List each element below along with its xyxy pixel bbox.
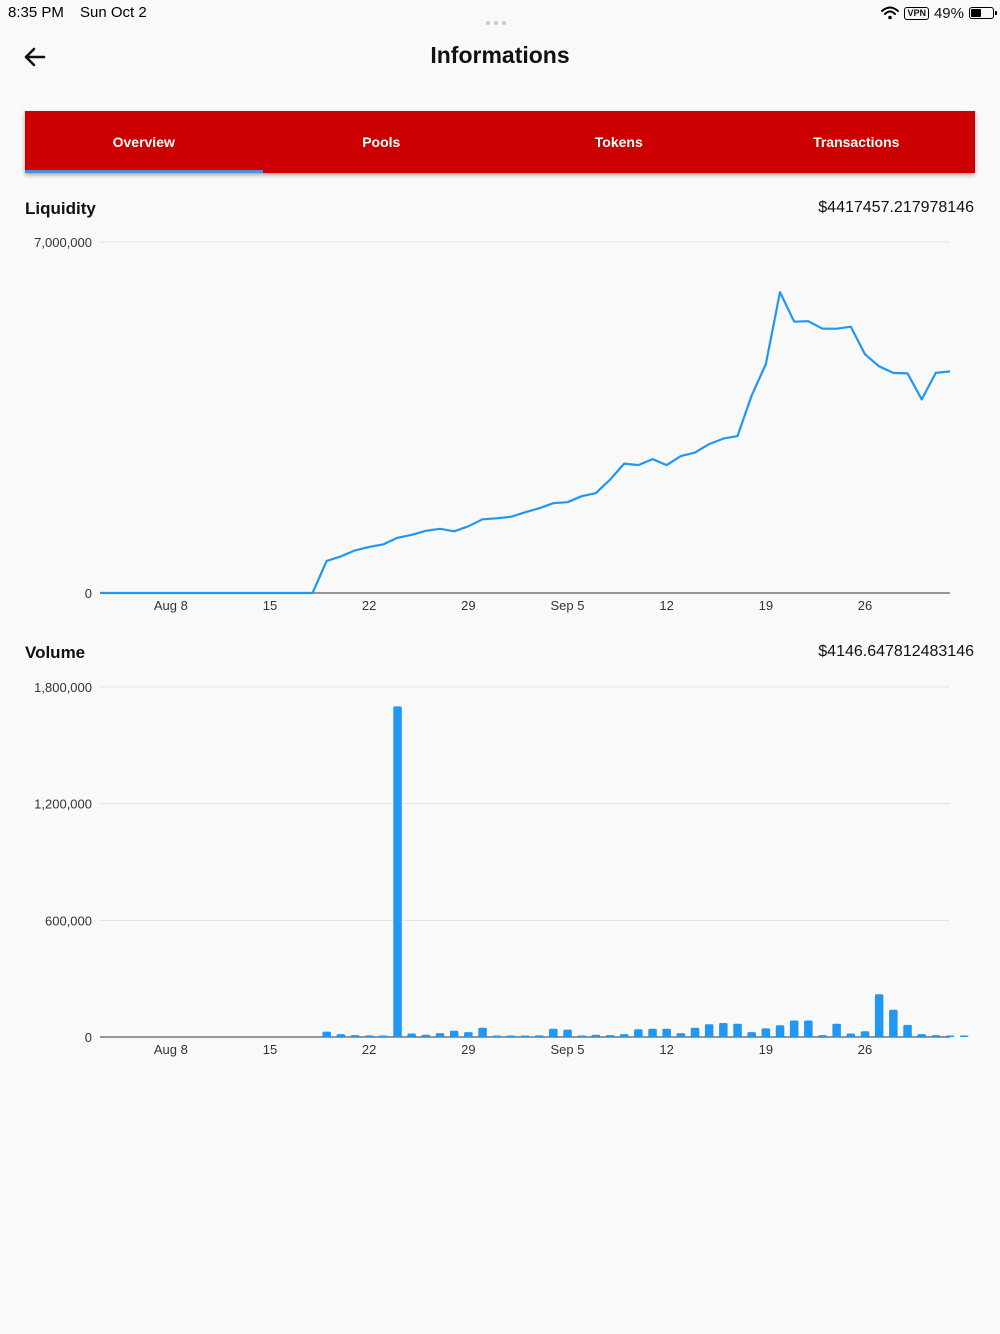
x-tick-label: 12	[659, 598, 673, 613]
tab-bar: Overview Pools Tokens Transactions	[25, 111, 975, 173]
volume-bar	[492, 1035, 501, 1037]
multitasking-dots-icon[interactable]	[486, 12, 514, 25]
volume-bar	[605, 1035, 615, 1037]
volume-bar	[846, 1033, 856, 1037]
tab-transactions[interactable]: Transactions	[738, 111, 976, 173]
liquidity-series-line	[100, 290, 951, 595]
volume-bar	[591, 1034, 601, 1037]
x-tick-label: 19	[759, 1042, 773, 1057]
x-tick-label: 29	[461, 598, 475, 613]
volume-bar	[747, 1032, 756, 1037]
volume-bar	[350, 1035, 360, 1037]
liquidity-title: Liquidity	[25, 199, 96, 218]
volume-bar	[860, 1031, 870, 1037]
page-title: Informations	[430, 42, 570, 68]
back-button[interactable]	[18, 40, 52, 74]
volume-bar	[775, 1025, 785, 1037]
vpn-icon: VPN	[904, 6, 929, 20]
volume-bar	[719, 1023, 728, 1037]
battery-icon	[969, 7, 997, 19]
volume-bar	[789, 1020, 799, 1037]
y-tick-label: 600,000	[45, 913, 92, 928]
y-tick-label: 0	[85, 1030, 92, 1045]
tab-overview[interactable]: Overview	[25, 111, 263, 173]
volume-bar	[662, 1028, 671, 1037]
x-tick-label: 26	[858, 598, 872, 613]
battery-level	[971, 9, 981, 17]
volume-bar	[733, 1023, 742, 1037]
volume-bar	[577, 1035, 586, 1037]
volume-bar	[379, 1035, 388, 1037]
status-bar: 8:35 PM Sun Oct 2 VPN 49%	[0, 0, 1000, 26]
x-tick-label: 12	[659, 1042, 673, 1057]
y-tick-label: 7,000,000	[34, 235, 92, 250]
x-tick-label: 22	[362, 598, 376, 613]
x-tick-label: 22	[362, 1042, 376, 1057]
volume-bar	[917, 1034, 926, 1037]
volume-bar	[464, 1032, 473, 1037]
volume-bar	[393, 706, 402, 1037]
liquidity-chart: 0 7,000,000 Aug 8 15 22 29 Sep 5 12 19 26	[34, 235, 951, 613]
volume-bar	[903, 1024, 912, 1037]
volume-bar	[364, 1035, 374, 1037]
status-date: Sun Oct 2	[80, 4, 147, 21]
tab-indicator	[25, 170, 263, 173]
volume-bar	[959, 1035, 969, 1037]
volume-bar	[889, 1009, 898, 1037]
battery-percentage: 49%	[933, 4, 964, 22]
volume-bar	[549, 1028, 558, 1037]
x-tick-label: Aug 8	[154, 1042, 188, 1057]
app-bar: Informations	[0, 26, 1000, 86]
volume-bar	[534, 1035, 544, 1037]
volume-bar	[832, 1023, 841, 1037]
tab-label: Tokens	[594, 134, 643, 150]
x-tick-label: Sep 5	[551, 1042, 585, 1057]
volume-bar	[619, 1034, 629, 1037]
volume-bar	[690, 1027, 700, 1037]
volume-bar	[676, 1033, 686, 1037]
volume-bar	[648, 1028, 657, 1037]
x-tick-label: Aug 8	[154, 598, 188, 613]
tab-label: Pools	[362, 134, 401, 150]
arrow-left-icon	[24, 47, 46, 67]
x-tick-label: 19	[759, 598, 773, 613]
liquidity-value: $4417457.217978146	[818, 199, 974, 216]
y-tick-label: 1,800,000	[34, 680, 92, 695]
x-tick-label: 15	[263, 1042, 277, 1057]
x-tick-label: 29	[461, 1042, 475, 1057]
tab-label: Transactions	[813, 134, 900, 150]
tab-pools[interactable]: Pools	[263, 111, 501, 173]
volume-bar	[931, 1035, 941, 1037]
y-tick-label: 0	[85, 586, 92, 601]
volume-bar	[435, 1033, 445, 1037]
x-tick-label: 26	[858, 1042, 872, 1057]
volume-chart: 0 600,000 1,200,000 1,800,000 Aug 8 15 22 29 Sep…	[34, 680, 969, 1057]
volume-bar	[818, 1035, 827, 1037]
y-tick-label: 1,200,000	[34, 797, 92, 812]
tab-tokens[interactable]: Tokens	[500, 111, 738, 173]
volume-bar	[520, 1035, 530, 1037]
volume-bar	[449, 1030, 459, 1037]
volume-bar	[506, 1035, 516, 1037]
volume-bar	[761, 1028, 771, 1037]
volume-bar	[874, 994, 884, 1037]
volume-bar	[322, 1031, 331, 1037]
volume-title: Volume	[25, 643, 86, 662]
volume-bar	[634, 1029, 643, 1037]
volume-value: $4146.647812483146	[818, 643, 974, 660]
tab-label: Overview	[112, 134, 175, 150]
x-tick-label: 15	[263, 598, 277, 613]
volume-bar	[421, 1034, 431, 1037]
status-time: 8:35 PM	[8, 4, 64, 21]
volume-bar	[945, 1035, 955, 1037]
x-tick-label: Sep 5	[551, 598, 585, 613]
status-indicators: VPN 49%	[881, 3, 997, 23]
volume-bar	[478, 1027, 487, 1037]
wifi-icon	[881, 6, 900, 20]
volume-bar	[704, 1024, 714, 1037]
volume-bar	[563, 1029, 572, 1037]
volume-bar	[407, 1033, 416, 1037]
volume-bar	[804, 1020, 813, 1037]
volume-bar	[336, 1034, 346, 1037]
